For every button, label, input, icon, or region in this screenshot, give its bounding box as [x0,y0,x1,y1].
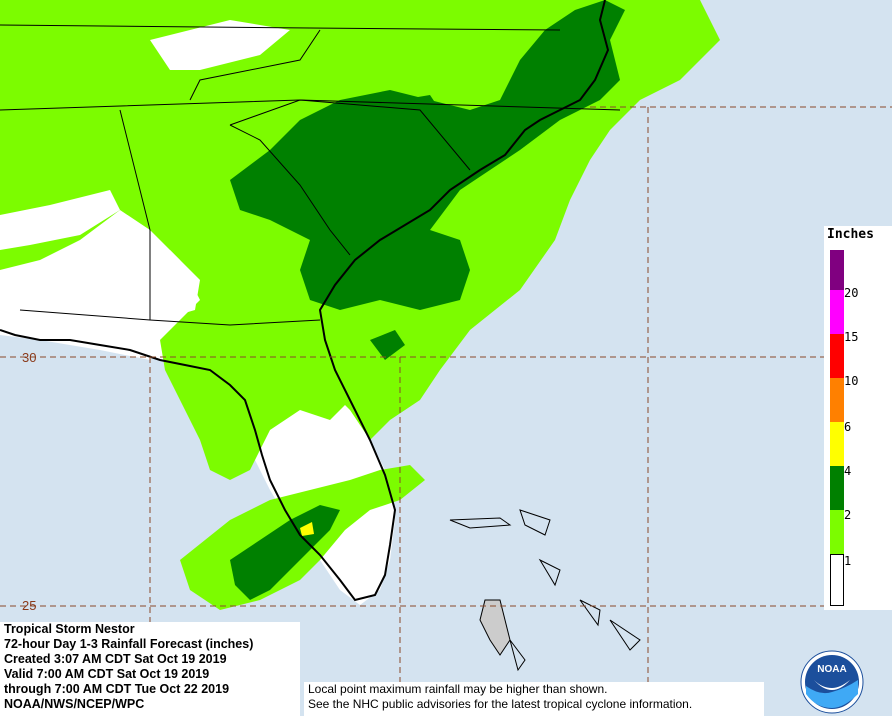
legend-tick-label: 4 [844,464,852,478]
legend: Inches 20 15 10 6 4 2 1 [824,226,892,610]
state-border-nc-sc [229,99,471,171]
legend-swatch-2-4 [830,466,844,510]
info-storm-name: Tropical Storm Nestor [4,622,135,636]
legend-swatch-15-20 [830,290,844,334]
info-valid-end: through 7:00 AM CDT Tue Oct 22 2019 [4,682,230,696]
legend-swatch-20-plus [830,250,844,290]
rain-2-4-carolinas [230,0,625,310]
graticule [0,106,892,716]
legend-title: Inches [827,227,874,242]
legend-swatch-6-10 [830,378,844,422]
state-border-ky [189,29,321,101]
legend-tick-label: 6 [844,420,852,434]
no-rain-gap-north [150,20,290,70]
legend-swatch-4-6 [830,422,844,466]
forecast-info-box: Tropical Storm Nestor 72-hour Day 1-3 Ra… [0,622,300,716]
legend-swatch-10-15 [830,334,844,378]
state-border-ga-fl [19,309,321,326]
legend-tick-label: 20 [844,286,859,300]
rain-1-2-gulf [160,340,350,480]
boundaries [0,0,621,602]
bahamas-islands [449,509,641,672]
no-rain-gap-alabama [140,250,200,320]
no-rain-gap-west [0,190,120,250]
legend-swatch-1-2 [830,510,844,554]
east-coastline [0,0,610,602]
logo-text: NOAA [817,664,846,675]
latitude-label-25: 25 [22,598,37,613]
info-product: 72-hour Day 1-3 Rainfall Forecast (inche… [4,637,254,651]
legend-swatch-0-1 [830,554,844,606]
rain-2-4-nc-outer [400,95,440,120]
disclaimer-line-1: Local point maximum rainfall may be high… [308,682,608,696]
latitude-label-30: 30 [22,350,37,365]
legend-tick-label: 10 [844,374,859,388]
disclaimer-line-2: See the NHC public advisories for the la… [308,697,693,711]
noaa-logo-icon: NOAA [800,650,864,714]
state-border-va-nc [0,99,621,111]
state-border-tn [0,24,561,31]
info-valid-start: Valid 7:00 AM CDT Sat Oct 19 2019 [4,667,210,681]
rain-2-4-sc-coast [370,330,405,360]
info-agency: NOAA/NWS/NCEP/WPC [4,697,145,711]
state-border-ga-sc [229,124,351,256]
legend-tick-label: 1 [844,554,852,568]
legend-tick-label: 15 [844,330,859,344]
legend-tick-label: 2 [844,508,852,522]
info-created: Created 3:07 AM CDT Sat Oct 19 2019 [4,652,227,666]
disclaimer-box: Local point maximum rainfall may be high… [304,682,764,716]
state-border-al-ga [119,109,151,320]
rain-4-6-spot [300,522,314,536]
